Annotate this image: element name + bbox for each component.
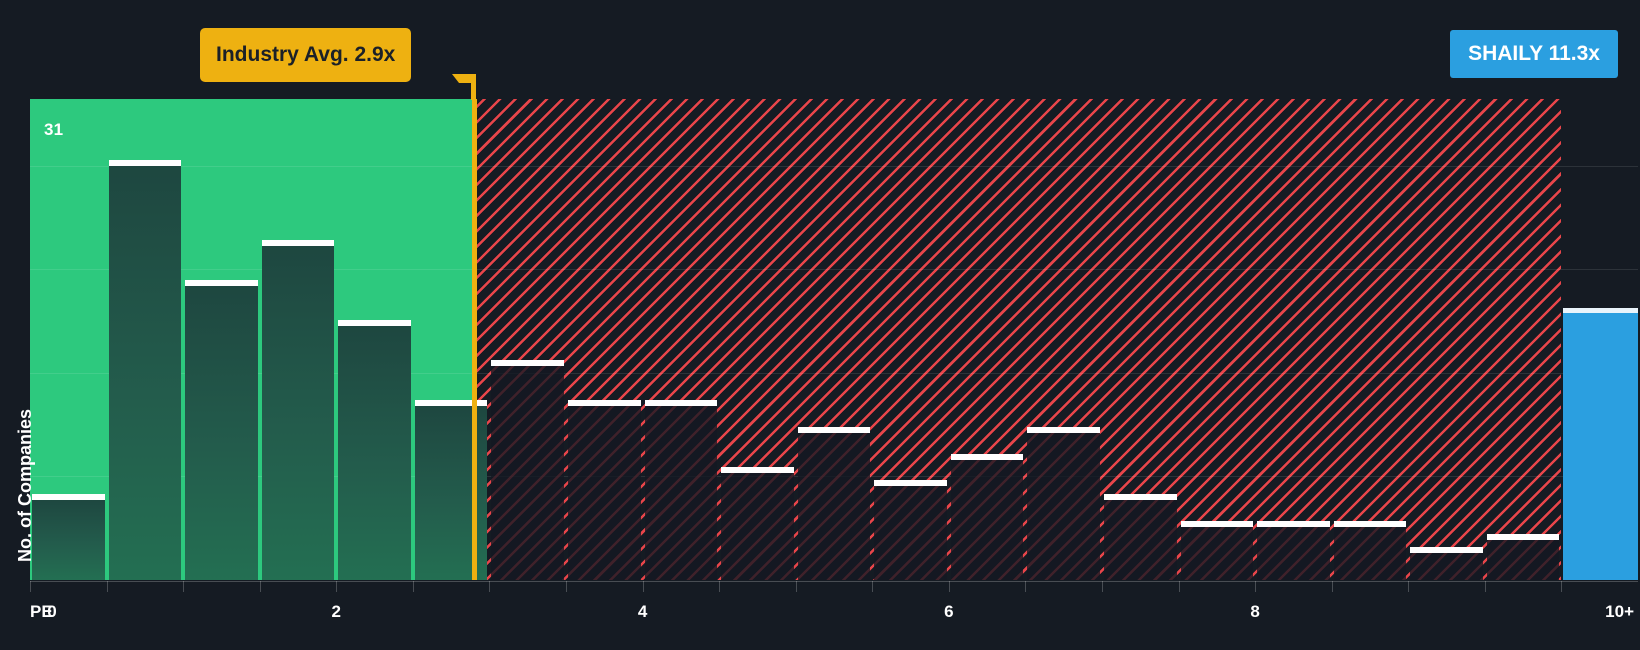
x-axis-tick [1485,581,1486,592]
industry-average-line [472,99,478,580]
x-axis-tick [1025,581,1026,592]
bar-cap [108,159,182,166]
bar-cap [721,467,794,474]
bar[interactable] [644,400,718,580]
x-axis-tick-label: 4 [637,602,648,621]
bar-cap [874,480,947,487]
x-axis-tick-label: 10+ [1605,602,1634,621]
x-axis-tick [30,581,31,592]
bar-cap [414,400,488,407]
x-axis-tick [566,581,567,592]
bar[interactable] [950,453,1024,580]
industry-average-callout-tail [452,74,477,100]
x-axis-tick [489,581,490,592]
bar[interactable] [108,159,182,580]
plot-area [30,99,1638,580]
bar[interactable] [797,427,871,580]
bar[interactable] [1410,547,1483,580]
bar[interactable] [1486,533,1560,580]
y-axis-max-value: 31 [44,120,64,139]
x-axis-tick [260,581,261,592]
bar-cap [1104,493,1177,500]
x-axis-tick [949,581,950,592]
bar[interactable] [1257,520,1330,580]
x-axis [30,581,1638,593]
bar-cap [261,239,335,246]
industry-average-label: Industry Avg. 2.9x [216,43,396,66]
x-axis-tick [872,581,873,592]
bar-cap [950,453,1024,460]
bar[interactable] [721,467,794,580]
bar-cap [644,400,718,407]
x-axis-tick-label: 8 [1250,602,1260,621]
x-axis-tick [413,581,414,592]
x-axis-tick [107,581,108,592]
bar[interactable] [874,480,947,580]
bar-cap [1563,307,1638,313]
x-axis-tick [1561,581,1562,592]
x-axis-prefix-label: PE [30,602,53,621]
x-axis-tick [796,581,797,592]
bar[interactable] [1027,427,1100,580]
overvalued-zone-hatched [474,99,1562,580]
x-axis-tick-label: 0 [47,602,57,621]
x-axis-tick-label: 6 [944,602,954,621]
bar-cap [1486,533,1560,540]
x-axis-tick [1179,581,1180,592]
x-axis-tick [336,581,337,592]
y-axis-title: No. of Companies [15,408,35,562]
bar[interactable] [1333,520,1407,580]
bar[interactable] [338,320,411,580]
bar-cap [185,280,258,287]
bar-cap [797,427,871,434]
bar[interactable] [32,493,105,580]
x-axis-tick [1102,581,1103,592]
bar[interactable] [568,400,641,580]
bar-cap [338,320,411,327]
x-axis-line [30,581,1638,582]
bar-cap [1333,520,1407,527]
x-axis-tick [183,581,184,592]
bar-cap [1180,520,1254,527]
bar[interactable] [1180,520,1254,580]
x-axis-tick [643,581,644,592]
bar[interactable] [1563,307,1638,580]
bar-cap [491,360,564,367]
bar[interactable] [491,360,564,580]
company-badge[interactable]: SHAILY 11.3x [1450,30,1618,78]
bar-cap [1257,520,1330,527]
x-axis-tick [1255,581,1256,592]
x-axis-tick [719,581,720,592]
bar[interactable] [1104,493,1177,580]
bar-cap [1027,427,1100,434]
bar-cap [32,493,105,500]
bar[interactable] [261,239,335,580]
company-badge-label: SHAILY 11.3x [1468,42,1600,65]
bar-cap [1410,547,1483,554]
bar[interactable] [185,280,258,580]
industry-average-callout[interactable]: Industry Avg. 2.9x [200,28,412,82]
x-axis-tick [1332,581,1333,592]
x-axis-tick-label: 2 [331,602,342,621]
bar-cap [568,400,641,407]
x-axis-tick [1408,581,1409,592]
